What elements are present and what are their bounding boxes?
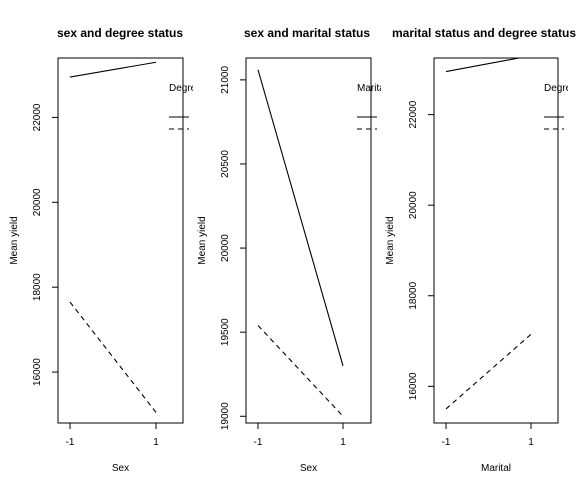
y-tick-label: 19000	[220, 402, 231, 430]
plot-frame	[433, 57, 559, 424]
x-axis-label: Sex	[112, 463, 129, 474]
plot-frame	[57, 57, 184, 424]
x-tick-label: -1	[442, 437, 451, 448]
y-tick-label: 20500	[220, 150, 231, 178]
y-tick-label: 22000	[32, 103, 43, 131]
x-tick-label: 1	[528, 437, 534, 448]
y-tick-label: 22000	[408, 100, 419, 128]
y-tick-label: 16000	[408, 372, 419, 400]
y-tick-label: 18000	[408, 281, 419, 309]
y-tick-label: 16000	[32, 358, 43, 386]
series-line-solid	[257, 69, 344, 366]
panel-2: sex and marital status 19000 19500 20000 205…	[197, 26, 387, 474]
panel-title: sex and degree status	[57, 26, 183, 40]
panel-title: marital status and degree status	[392, 26, 576, 40]
x-tick-label: -1	[254, 437, 263, 448]
plot-area: Degree	[69, 61, 202, 413]
y-axis-label: Mean yield	[9, 216, 20, 264]
y-axis-label: Mean yield	[197, 216, 208, 264]
x-axis-label: Sex	[300, 463, 317, 474]
legend-title: Degree	[169, 83, 202, 94]
y-tick-label: 20000	[408, 191, 419, 219]
x-tick-label: -1	[66, 437, 75, 448]
y-tick-label: 18000	[32, 273, 43, 301]
y-tick-label: 20000	[220, 234, 231, 262]
y-tick-label: 19500	[220, 318, 231, 346]
series-line-solid	[69, 61, 157, 78]
plot-area: Degree	[445, 58, 576, 410]
y-axis-label: Mean yield	[385, 216, 396, 264]
plot-area: Marital	[257, 69, 387, 417]
plot-frame	[245, 57, 372, 424]
x-tick-label: 1	[340, 437, 346, 448]
series-line-dashed	[69, 301, 157, 413]
series-line-dashed	[257, 325, 344, 417]
panel-title: sex and marital status	[244, 26, 370, 40]
series-line-dashed	[445, 333, 532, 410]
y-tick-label: 21000	[220, 66, 231, 94]
legend-title: Marital	[357, 83, 387, 94]
panel-3: marital status and degree status 16000 180…	[385, 26, 576, 474]
x-axis-label: Marital	[481, 463, 511, 474]
legend-title: Degree	[544, 83, 576, 94]
y-tick-label: 20000	[32, 188, 43, 216]
x-tick-label: 1	[153, 437, 159, 448]
series-line-solid	[445, 58, 522, 73]
panel-1: sex and degree status 16000 18000 20000 2200…	[9, 26, 202, 474]
